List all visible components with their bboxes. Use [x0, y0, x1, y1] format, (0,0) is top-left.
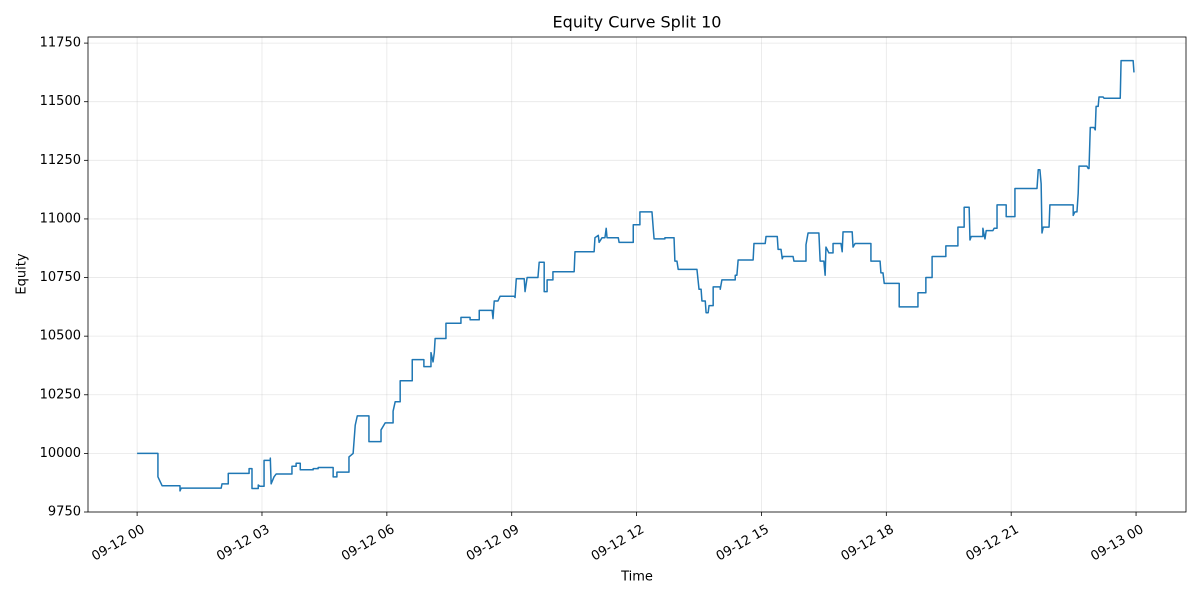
- y-tick-label: 10750: [40, 270, 81, 285]
- y-tick-label: 11750: [40, 36, 81, 51]
- axes-frame: [87, 36, 1187, 513]
- y-tick-label: 10500: [40, 329, 81, 344]
- y-tick-label: 11000: [40, 211, 81, 226]
- chart-title: Equity Curve Split 10: [553, 13, 722, 32]
- y-tick-label: 9750: [48, 505, 81, 520]
- equity-line: [137, 59, 1135, 492]
- y-axis-label: Equity: [15, 253, 30, 294]
- y-tick-label: 11500: [40, 94, 81, 109]
- plot-area: [137, 59, 1135, 492]
- grid: [88, 37, 1186, 513]
- y-tick-label: 10250: [40, 387, 81, 402]
- y-tick-label: 11250: [40, 153, 81, 168]
- y-tick-label: 10000: [40, 446, 81, 461]
- x-axis-label: Time: [620, 570, 653, 585]
